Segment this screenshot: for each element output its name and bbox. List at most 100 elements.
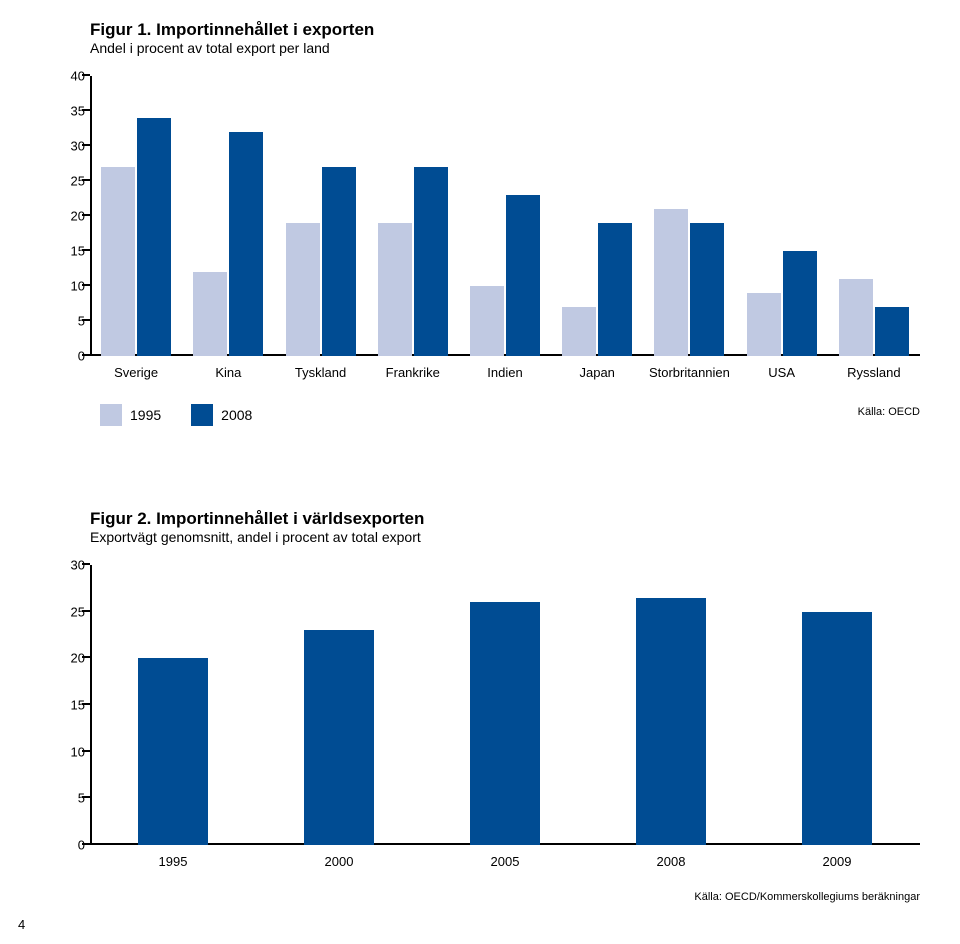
figure1-y-tick-label: 0 xyxy=(35,349,85,364)
figure2-y-tick-mark xyxy=(82,796,90,798)
figure1-y-tick-label: 40 xyxy=(35,69,85,84)
figure2-chart: 051015202530 19952000200520082009 xyxy=(30,555,930,885)
figure1-bar-1995 xyxy=(378,223,412,356)
figure1-bars: SverigeKinaTysklandFrankrikeIndienJapanS… xyxy=(90,76,920,356)
figure1-source: Källa: OECD xyxy=(858,406,920,418)
figure1-x-label: USA xyxy=(736,365,828,380)
figure1-y-tick-label: 25 xyxy=(35,174,85,189)
figure1-y-tick-mark xyxy=(82,354,90,356)
figure2-bars: 19952000200520082009 xyxy=(90,565,920,845)
figure2-x-label: 1995 xyxy=(90,854,256,869)
figure2-plot-area: 051015202530 19952000200520082009 xyxy=(90,565,920,845)
figure1-x-label: Ryssland xyxy=(828,365,920,380)
legend-label-1995: 1995 xyxy=(130,407,161,423)
figure1-bar-2008 xyxy=(506,195,540,356)
figure1-bar-1995 xyxy=(193,272,227,356)
figure2-y-tick-label: 25 xyxy=(35,604,85,619)
figure2-y-tick-label: 15 xyxy=(35,698,85,713)
figure2-bar xyxy=(304,630,374,845)
figure1-bar-group: Storbritannien xyxy=(643,76,735,356)
figure1-bar-2008 xyxy=(322,167,356,356)
figure2-bar-group: 2009 xyxy=(754,565,920,845)
figure2-bar xyxy=(636,598,706,845)
figure1-subtitle: Andel i procent av total export per land xyxy=(90,40,930,56)
figure2-x-label: 2009 xyxy=(754,854,920,869)
figure1-y-tick-label: 30 xyxy=(35,139,85,154)
figure2-subtitle: Exportvägt genomsnitt, andel i procent a… xyxy=(90,529,930,545)
figure1-bar-2008 xyxy=(137,118,171,356)
figure1-bar-2008 xyxy=(690,223,724,356)
figure1-bar-group: Sverige xyxy=(90,76,182,356)
figure2-bar xyxy=(138,658,208,845)
legend-swatch-1995 xyxy=(100,404,122,426)
legend-swatch-2008 xyxy=(191,404,213,426)
figure1-y-tick-label: 5 xyxy=(35,314,85,329)
figure2-y-tick-label: 0 xyxy=(35,838,85,853)
figure1-y-tick-label: 15 xyxy=(35,244,85,259)
figure1-bar-group: Kina xyxy=(182,76,274,356)
spacer xyxy=(30,434,930,509)
figure2-y-tick-label: 5 xyxy=(35,791,85,806)
figure1-bar-2008 xyxy=(414,167,448,356)
figure2-bar xyxy=(802,612,872,845)
figure2-y-tick-mark xyxy=(82,843,90,845)
figure2-y-tick-mark xyxy=(82,703,90,705)
figure1-y-tick-label: 35 xyxy=(35,104,85,119)
figure1-bar-1995 xyxy=(654,209,688,356)
figure2-y-tick-label: 30 xyxy=(35,558,85,573)
figure2-x-label: 2008 xyxy=(588,854,754,869)
figure2-bar xyxy=(470,602,540,845)
figure1-title-block: Figur 1. Importinnehållet i exporten And… xyxy=(90,20,930,56)
figure1-bar-1995 xyxy=(562,307,596,356)
figure2-y-tick-mark xyxy=(82,563,90,565)
figure1-bar-2008 xyxy=(229,132,263,356)
figure1-y-tick-mark xyxy=(82,109,90,111)
legend-label-2008: 2008 xyxy=(221,407,252,423)
figure2-title-block: Figur 2. Importinnehållet i världsexport… xyxy=(90,509,930,545)
figure2-y-tick-mark xyxy=(82,656,90,658)
page: Figur 1. Importinnehållet i exporten And… xyxy=(0,0,960,944)
page-number: 4 xyxy=(18,917,25,932)
figure1-chart: 0 5 10 15 20 25 30 35 40 SverigeKinaTysklandFran… xyxy=(30,66,930,396)
figure1-y-tick-label: 20 xyxy=(35,209,85,224)
figure2-y-tick-mark xyxy=(82,750,90,752)
figure2-bar-group: 1995 xyxy=(90,565,256,845)
figure1-y-tick-mark xyxy=(82,249,90,251)
legend-item-1995: 1995 xyxy=(100,404,161,426)
figure2-x-label: 2005 xyxy=(422,854,588,869)
figure2-bar-group: 2000 xyxy=(256,565,422,845)
figure1-bar-group: USA xyxy=(736,76,828,356)
figure1-bar-2008 xyxy=(598,223,632,356)
figure1-x-label: Sverige xyxy=(90,365,182,380)
figure1-legend: 1995 2008 xyxy=(100,404,930,426)
figure1-y-tick-mark xyxy=(82,319,90,321)
figure1-bar-1995 xyxy=(470,286,504,356)
figure1-bar-group: Indien xyxy=(459,76,551,356)
legend-item-2008: 2008 xyxy=(191,404,252,426)
figure1-bar-group: Ryssland xyxy=(828,76,920,356)
figure1-plot-area: 0510152025303540 SverigeKinaTysklandFran… xyxy=(90,76,920,356)
figure1-x-label: Kina xyxy=(182,365,274,380)
figure1-y-tick-mark xyxy=(82,284,90,286)
figure1-y-tick-mark xyxy=(82,144,90,146)
figure1-y-tick-label: 10 xyxy=(35,279,85,294)
figure1-bar-group: Japan xyxy=(551,76,643,356)
figure1-y-tick-mark xyxy=(82,214,90,216)
figure1-bar-1995 xyxy=(286,223,320,356)
figure1-bar-2008 xyxy=(783,251,817,356)
figure1-title: Figur 1. Importinnehållet i exporten xyxy=(90,20,374,39)
figure1-bar-group: Tyskland xyxy=(274,76,366,356)
figure1-bar-group: Frankrike xyxy=(367,76,459,356)
figure2-x-label: 2000 xyxy=(256,854,422,869)
figure1-x-label: Storbritannien xyxy=(643,365,735,380)
figure2-y-tick-label: 20 xyxy=(35,651,85,666)
figure2-y-tick-mark xyxy=(82,610,90,612)
figure2-bar-group: 2008 xyxy=(588,565,754,845)
figure1-bar-1995 xyxy=(101,167,135,356)
figure1-x-label: Frankrike xyxy=(367,365,459,380)
figure1-bar-1995 xyxy=(747,293,781,356)
figure1-x-label: Indien xyxy=(459,365,551,380)
figure1-y-tick-mark xyxy=(82,179,90,181)
figure1-x-label: Tyskland xyxy=(274,365,366,380)
figure1-x-label: Japan xyxy=(551,365,643,380)
